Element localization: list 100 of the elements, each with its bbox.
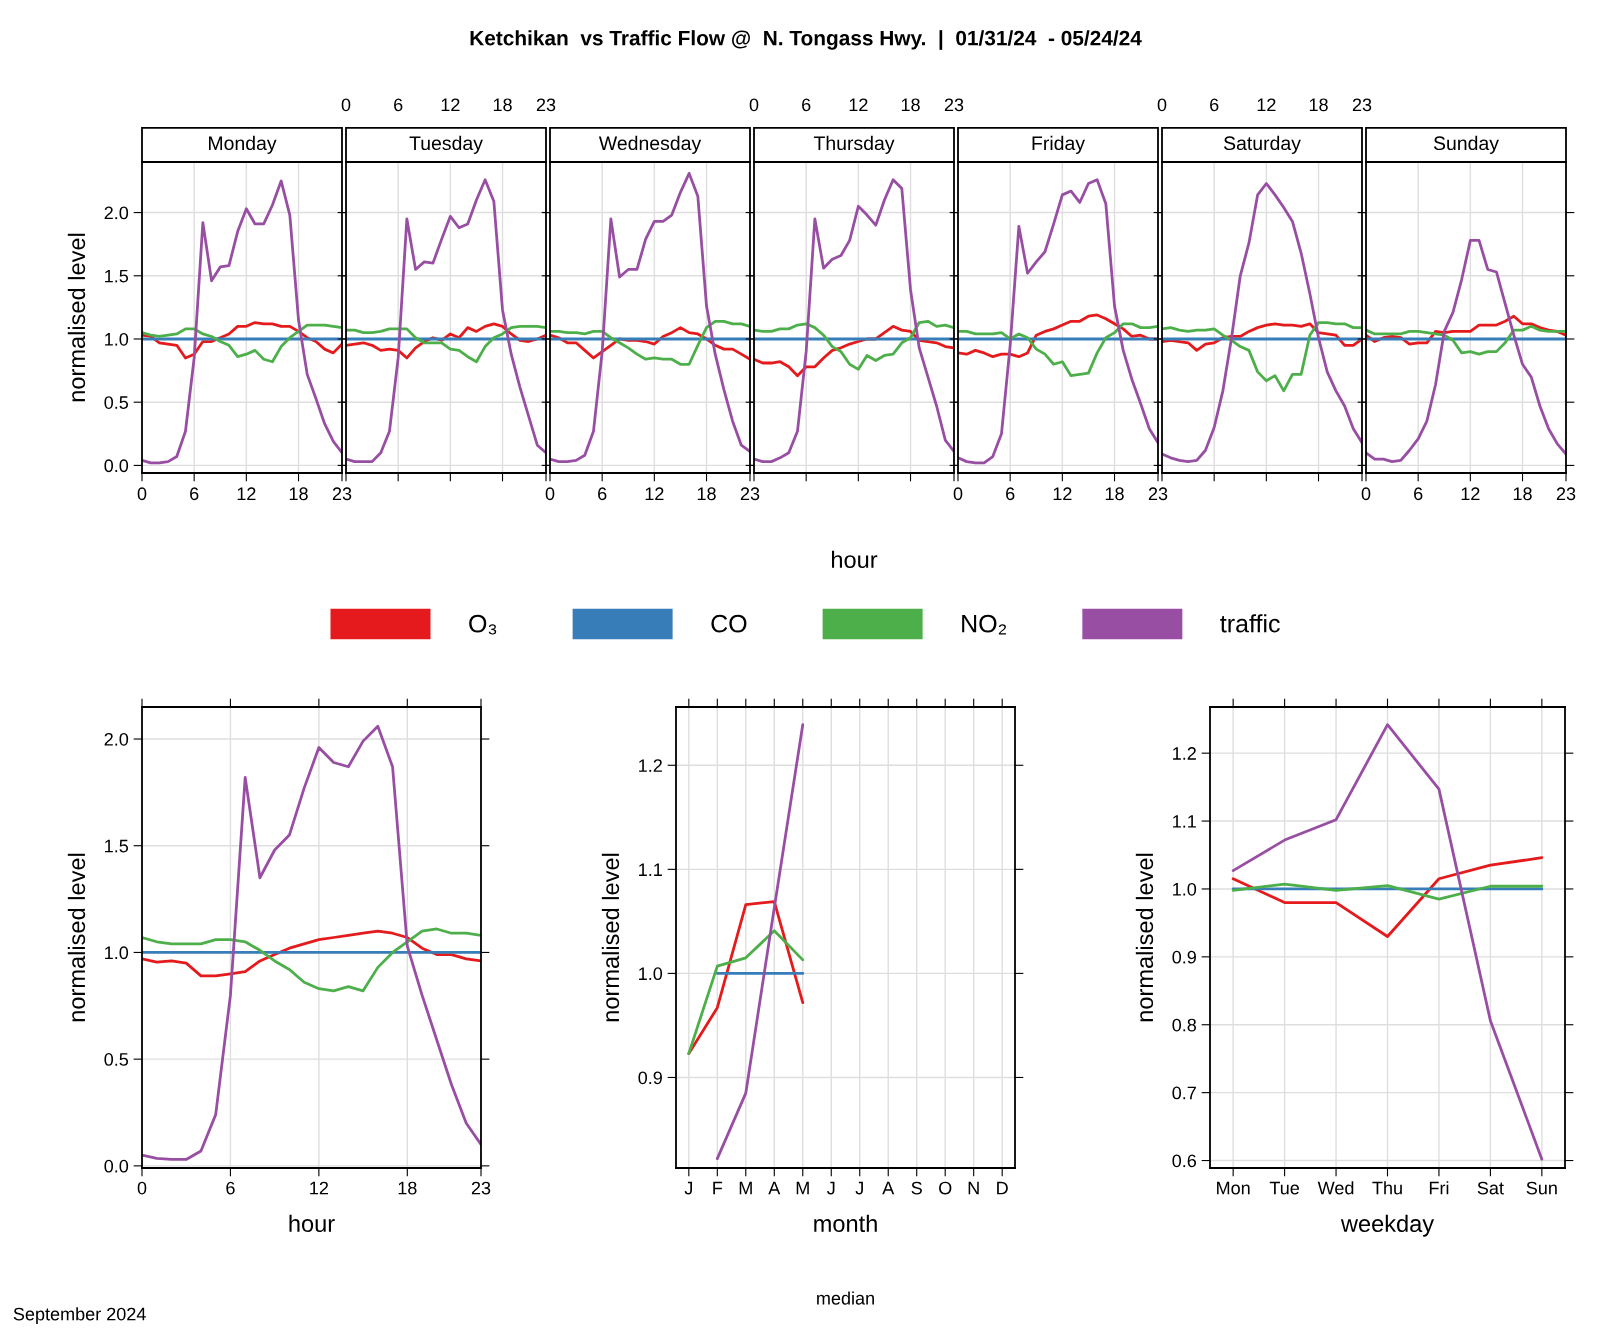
y-tick-label: 0.0: [104, 459, 129, 473]
x-tick-label: 0: [545, 487, 555, 501]
chart-title: Friday: [1032, 135, 1085, 154]
x-tick-label: 18: [289, 487, 308, 501]
x-tick-label: 6: [1414, 487, 1423, 501]
x-tick-label: 18: [1309, 98, 1328, 112]
x-tick-label: 12: [441, 98, 460, 112]
x-tick-label: 0: [137, 487, 147, 501]
line-series: [1231, 723, 1544, 1161]
y-tick-label: 1.2: [639, 759, 662, 772]
line-series: [142, 724, 481, 1161]
x-tick-label: 18: [1513, 487, 1532, 501]
y-tick-label: 0.8: [1172, 1018, 1197, 1032]
x-tick-label: A: [882, 1181, 895, 1195]
x-tick-label: 6: [190, 487, 199, 501]
y-tick-label: 0.9: [638, 1071, 662, 1085]
x-tick-label: 12: [310, 1181, 329, 1195]
y-axis-title: normalised level: [1135, 853, 1154, 1022]
x-tick-label: 0: [137, 1181, 147, 1195]
x-tick-label: M: [739, 1181, 752, 1195]
x-tick-label: Tue: [1269, 1181, 1300, 1195]
x-tick-label: 18: [493, 98, 512, 112]
x-tick-label: 23: [471, 1181, 491, 1195]
x-tick-label: 0: [1361, 487, 1371, 501]
chart-title: Tuesday: [409, 135, 483, 154]
text: September 2024: [13, 1307, 146, 1325]
x-tick-label: F: [713, 1181, 723, 1195]
line-series: [1231, 882, 1544, 901]
x-axis-title: hour: [832, 550, 878, 569]
x-axis-title: hour: [289, 1214, 335, 1233]
x-tick-label: 23: [944, 98, 964, 112]
y-tick-label: 1.0: [105, 946, 129, 960]
x-tick-label: 23: [1148, 487, 1168, 501]
legend-label: O₃: [469, 614, 497, 635]
x-tick-label: 6: [394, 98, 403, 112]
y-tick-label: 1.1: [1173, 815, 1196, 828]
x-tick-label: 12: [645, 487, 664, 500]
x-tick-label: 12: [1053, 487, 1072, 500]
legend-label: traffic: [1220, 614, 1280, 633]
chart-title: Sunday: [1433, 135, 1499, 154]
chart-title: Wednesday: [598, 135, 702, 154]
y-tick-label: 0.9: [1172, 950, 1196, 964]
y-axis-title: normalised level: [67, 853, 86, 1022]
x-tick-label: 6: [1210, 98, 1219, 112]
x-tick-label: J: [855, 1181, 863, 1195]
x-tick-label: Mon: [1217, 1181, 1250, 1195]
y-tick-label: 0.0: [104, 1159, 129, 1173]
y-tick-label: 0.6: [1172, 1154, 1197, 1168]
x-tick-label: O: [939, 1181, 952, 1195]
x-tick-label: 0: [1157, 98, 1167, 112]
x-axis-title: weekday: [1340, 1214, 1435, 1237]
line-series: [142, 927, 481, 993]
x-tick-label: 18: [1105, 487, 1124, 501]
x-tick-label: J: [684, 1181, 692, 1195]
y-axis-title: normalised level: [67, 233, 86, 402]
x-tick-label: 23: [332, 487, 352, 501]
y-tick-label: 1.5: [105, 839, 129, 853]
x-tick-label: 18: [901, 98, 920, 112]
x-tick-label: 0: [749, 98, 759, 112]
x-tick-label: 6: [802, 98, 811, 112]
y-tick-label: 1.0: [639, 967, 663, 981]
y-tick-label: 1.0: [105, 332, 129, 346]
x-tick-label: Thu: [1372, 1181, 1402, 1195]
y-tick-label: 1.0: [1173, 882, 1197, 896]
x-tick-label: 18: [697, 487, 716, 501]
text: Ketchikan vs Traffic Flow @ N. Tongass Hwy. | 01/31/24 - 05/24/24: [470, 30, 1142, 50]
y-tick-label: 2.0: [104, 206, 129, 220]
x-tick-label: 6: [226, 1181, 235, 1195]
y-axis-title: normalised level: [601, 853, 620, 1022]
x-tick-label: 12: [237, 487, 256, 500]
x-tick-label: 23: [1352, 98, 1372, 112]
chart-title: Saturday: [1223, 135, 1301, 154]
x-tick-label: 12: [849, 98, 868, 112]
x-axis-title: month: [814, 1214, 877, 1233]
legend-label: CO: [711, 614, 747, 633]
x-tick-label: Fri: [1429, 1181, 1449, 1195]
x-tick-label: 0: [341, 98, 351, 112]
x-tick-label: Wed: [1317, 1181, 1354, 1195]
x-tick-label: 0: [953, 487, 963, 501]
x-tick-label: 12: [1461, 487, 1480, 500]
legend-label: NO₂: [962, 614, 1007, 635]
line-series: [142, 929, 481, 978]
x-tick-label: 6: [1006, 487, 1015, 501]
y-tick-label: 1.1: [639, 863, 662, 876]
x-tick-label: 12: [1257, 98, 1276, 112]
y-tick-label: 0.5: [104, 396, 129, 409]
x-tick-label: 23: [740, 487, 760, 501]
line-series: [715, 723, 805, 1161]
text: median: [817, 1291, 874, 1305]
x-tick-label: A: [768, 1181, 781, 1195]
chart-title: Thursday: [813, 135, 895, 154]
x-tick-label: N: [968, 1181, 979, 1195]
line-series: [1231, 856, 1544, 938]
x-tick-label: M: [796, 1181, 809, 1195]
x-tick-label: J: [827, 1181, 835, 1195]
y-tick-label: 0.5: [104, 1053, 129, 1066]
y-tick-label: 1.2: [1173, 747, 1196, 760]
x-tick-label: 18: [398, 1181, 417, 1195]
x-tick-label: Sun: [1526, 1181, 1557, 1195]
x-tick-label: Sat: [1477, 1181, 1504, 1195]
